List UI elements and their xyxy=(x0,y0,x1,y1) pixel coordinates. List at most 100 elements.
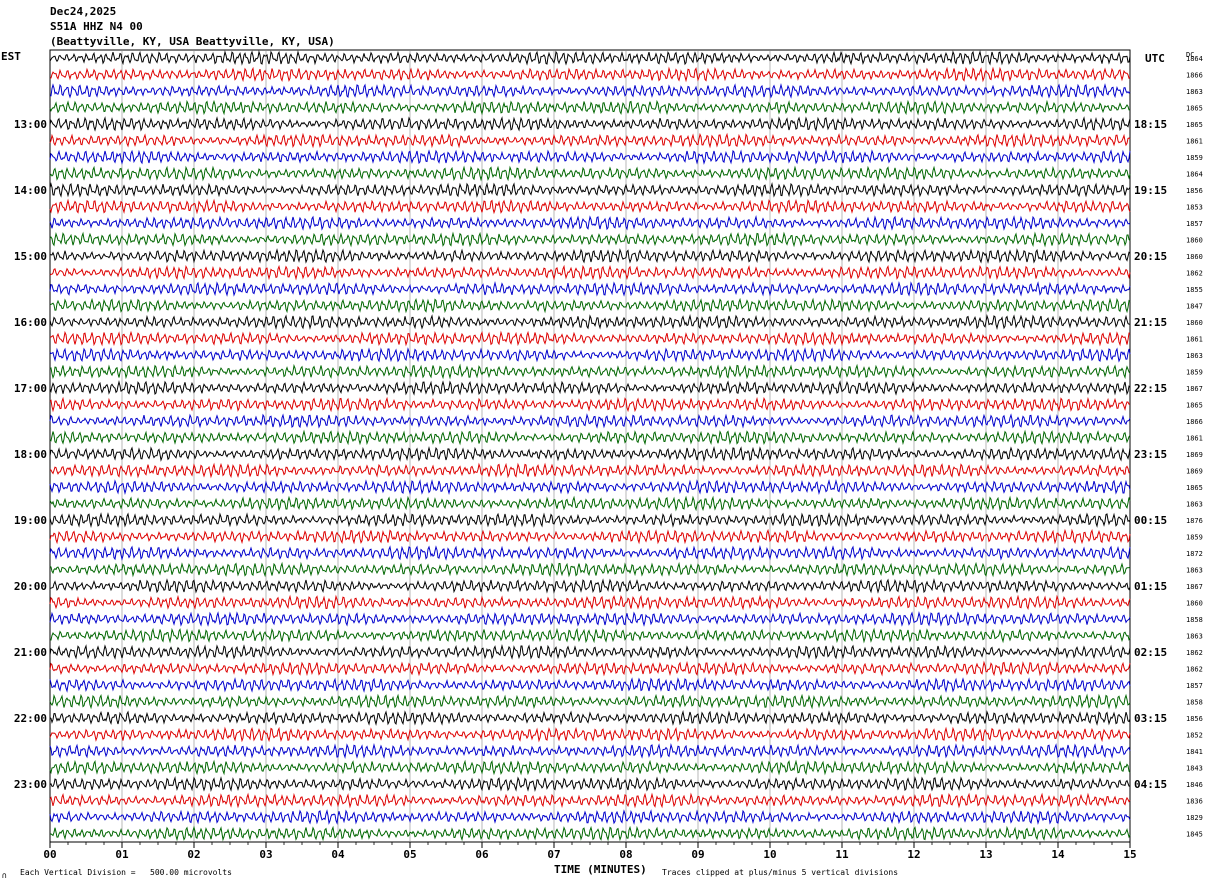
seismic-trace xyxy=(49,132,1131,149)
left-hour-label: 20:00 xyxy=(14,580,47,593)
dc-offset-label: 1863 xyxy=(1186,633,1203,641)
seismic-trace xyxy=(49,528,1131,545)
seismic-trace xyxy=(49,149,1131,165)
header-location: (Beattyville, KY, USA Beattyville, KY, U… xyxy=(50,35,335,48)
left-hour-label: 15:00 xyxy=(14,250,47,263)
seismic-trace xyxy=(49,776,1131,792)
seismic-trace xyxy=(49,116,1131,132)
clip-note: Traces clipped at plus/minus 5 vertical … xyxy=(662,868,899,877)
seismic-trace xyxy=(49,264,1131,281)
seismic-trace xyxy=(49,660,1131,677)
header-date: Dec24,2025 xyxy=(50,5,117,18)
seismic-trace xyxy=(49,198,1131,215)
x-tick-label: 02 xyxy=(187,848,200,861)
x-tick-label: 00 xyxy=(43,848,56,861)
dc-offset-label: 1843 xyxy=(1186,765,1203,773)
dc-offset-label: 1865 xyxy=(1186,402,1203,410)
seismic-trace xyxy=(49,743,1131,759)
seismic-trace xyxy=(49,281,1131,297)
x-tick-label: 03 xyxy=(259,848,272,861)
x-tick-label: 12 xyxy=(907,848,920,861)
seismic-trace xyxy=(49,759,1131,776)
seismic-trace xyxy=(49,429,1131,446)
dc-offset-label: 1866 xyxy=(1186,72,1203,80)
seismic-trace xyxy=(49,726,1131,743)
right-hour-label: 22:15 xyxy=(1134,382,1167,395)
dc-offset-label: 1861 xyxy=(1186,336,1203,344)
x-tick-label: 10 xyxy=(763,848,776,861)
x-tick-label: 09 xyxy=(691,848,704,861)
dc-offset-label: 1836 xyxy=(1186,798,1203,806)
dc-offset-label: 1857 xyxy=(1186,682,1203,690)
right-hour-label: 01:15 xyxy=(1134,580,1167,593)
seismic-trace xyxy=(49,545,1131,561)
seismic-trace xyxy=(49,165,1131,182)
right-hour-label: 20:15 xyxy=(1134,250,1167,263)
seismic-trace xyxy=(50,248,1131,264)
dc-offset-label: 1858 xyxy=(1186,616,1203,624)
dc-offset-label: 1859 xyxy=(1186,154,1203,162)
right-hour-label: 19:15 xyxy=(1134,184,1167,197)
dc-offset-label: 1865 xyxy=(1186,484,1203,492)
dc-offset-label: 1869 xyxy=(1186,468,1203,476)
dc-offset-label: 1862 xyxy=(1186,649,1203,657)
dc-offset-label: 1853 xyxy=(1186,204,1203,212)
dc-offset-label: 1865 xyxy=(1186,105,1203,113)
seismic-trace xyxy=(49,710,1131,726)
seismic-trace xyxy=(49,578,1131,594)
dc-offset-label: 1872 xyxy=(1186,550,1203,558)
seismic-trace xyxy=(49,215,1131,231)
dc-offset-label: 1857 xyxy=(1186,220,1203,228)
dc-offset-label: 1861 xyxy=(1186,435,1203,443)
right-hour-label: 02:15 xyxy=(1134,646,1167,659)
dc-offset-label: 1859 xyxy=(1186,534,1203,542)
header-station: S51A HHZ N4 00 xyxy=(50,20,143,33)
seismic-trace xyxy=(49,380,1131,396)
seismic-trace xyxy=(49,792,1131,809)
x-tick-label: 01 xyxy=(115,848,129,861)
left-hour-label: 22:00 xyxy=(14,712,47,725)
left-hour-label: 21:00 xyxy=(14,646,47,659)
dc-offset-label: 1856 xyxy=(1186,187,1203,195)
x-tick-label: 07 xyxy=(547,848,560,861)
seismic-trace xyxy=(49,446,1131,462)
x-tick-label: 14 xyxy=(1051,848,1065,861)
left-timezone-label: EST xyxy=(1,50,21,63)
x-tick-label: 11 xyxy=(835,848,849,861)
dc-offset-label: 1852 xyxy=(1186,732,1203,740)
seismic-trace xyxy=(49,627,1131,644)
seismic-trace xyxy=(49,462,1131,479)
dc-offset-label: 1863 xyxy=(1186,88,1203,96)
seismic-trace xyxy=(49,825,1131,842)
seismic-trace xyxy=(49,495,1131,512)
dc-offset-label: 1867 xyxy=(1186,385,1203,393)
left-hour-label: 19:00 xyxy=(14,514,47,527)
x-tick-label: 05 xyxy=(403,848,416,861)
dc-offset-label: 1866 xyxy=(1186,418,1203,426)
right-hour-label: UTC xyxy=(1145,52,1165,65)
dc-offset-label: 1856 xyxy=(1186,715,1203,723)
left-hour-label: 14:00 xyxy=(14,184,47,197)
dc-offset-label: 1876 xyxy=(1186,517,1203,525)
seismic-trace xyxy=(49,330,1131,347)
dc-offset-label: 1865 xyxy=(1186,121,1203,129)
dc-offset-label: 1869 xyxy=(1186,451,1203,459)
seismic-trace xyxy=(49,413,1131,429)
seismic-trace xyxy=(49,693,1131,710)
dc-offset-label: 1847 xyxy=(1186,303,1203,311)
dc-offset-label: 1862 xyxy=(1186,270,1203,278)
dc-offset-label: 1863 xyxy=(1186,501,1203,509)
dc-offset-label: 1855 xyxy=(1186,286,1203,294)
right-hour-label: 03:15 xyxy=(1134,712,1167,725)
x-tick-label: 15 xyxy=(1123,848,1136,861)
dc-offset-label: 1859 xyxy=(1186,369,1203,377)
seismic-trace xyxy=(49,50,1131,66)
seismic-trace xyxy=(49,677,1131,693)
dc-header: DC xyxy=(1186,51,1194,59)
x-tick-label: 08 xyxy=(619,848,632,861)
corner-mark: ∩ xyxy=(2,871,7,880)
dc-offset-label: 1841 xyxy=(1186,748,1203,756)
right-hour-label: 00:15 xyxy=(1134,514,1167,527)
right-hour-label: 04:15 xyxy=(1134,778,1167,791)
seismic-trace xyxy=(49,512,1131,528)
